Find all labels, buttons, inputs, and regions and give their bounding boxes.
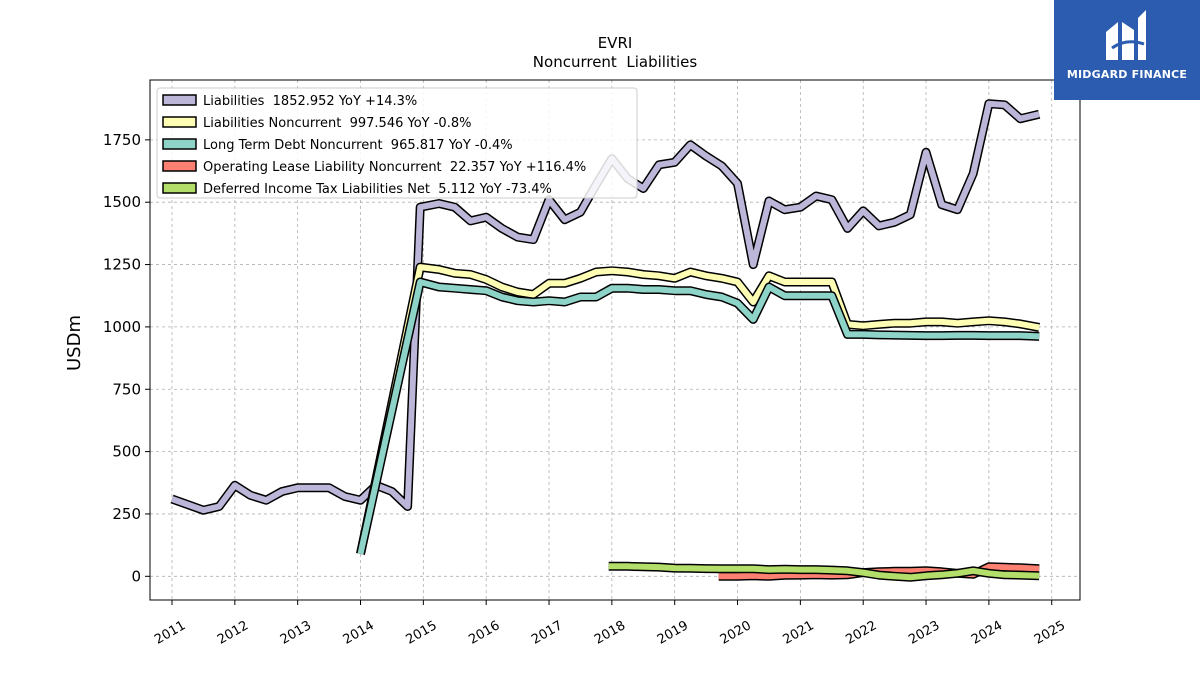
y-tick-label: 750 [112, 380, 141, 398]
y-tick-label: 1250 [103, 256, 141, 274]
legend-swatch [162, 116, 197, 128]
x-tick-label: 2022 [843, 618, 879, 648]
x-tick-label: 2012 [215, 618, 251, 648]
x-tick-label: 2011 [152, 618, 188, 648]
x-tick-label: 2016 [466, 618, 502, 648]
legend-swatch [162, 182, 197, 194]
series-stroke [608, 563, 1040, 581]
x-tick-label: 2013 [278, 618, 314, 648]
y-tick-label: 1000 [103, 318, 141, 336]
y-tick-label: 250 [112, 505, 141, 523]
x-tick-label: 2015 [404, 618, 440, 648]
series-line-4 [608, 561, 1040, 582]
brand-logo: MIDGARD FINANCE [1054, 0, 1200, 100]
y-tick-label: 1500 [103, 193, 141, 211]
y-tick-label: 500 [112, 443, 141, 461]
legend-label: Long Term Debt Noncurrent 965.817 YoY -0… [203, 138, 513, 153]
y-tick-label: 0 [131, 567, 141, 585]
plot-frame [149, 79, 1081, 601]
legend-label: Liabilities Noncurrent 997.546 YoY -0.8% [203, 116, 471, 131]
brand-name: MIDGARD FINANCE [1066, 68, 1188, 81]
x-tick-label: 2017 [529, 618, 565, 648]
chart-title: EVRI [598, 34, 633, 52]
legend-swatch [162, 138, 197, 150]
y-tick-label: 1750 [103, 131, 141, 149]
x-tick-label: 2020 [718, 618, 754, 648]
x-tick-label: 2021 [781, 618, 817, 648]
x-tick-label: 2023 [906, 618, 942, 648]
legend-label: Operating Lease Liability Noncurrent 22.… [203, 160, 586, 175]
legend-swatch [162, 94, 197, 106]
x-tick-label: 2025 [1032, 618, 1068, 648]
series-stroke [357, 279, 1040, 555]
x-tick-label: 2024 [969, 618, 1005, 648]
legend-label: Deferred Income Tax Liabilities Net 5.11… [203, 182, 552, 197]
series-line-2 [356, 277, 1040, 555]
x-tick-label: 2014 [341, 618, 377, 648]
series-stroke [357, 264, 1040, 555]
legend-swatch [162, 160, 197, 172]
chart-subtitle: Noncurrent Liabilities [533, 53, 698, 71]
legend: Liabilities 1852.952 YoY +14.3% Liabiliti… [156, 87, 638, 199]
y-axis-label: USDm [64, 315, 85, 371]
x-tick-label: 2018 [592, 618, 628, 648]
legend-label: Liabilities 1852.952 YoY +14.3% [203, 94, 417, 109]
x-tick-label: 2019 [655, 618, 691, 648]
series-line-1 [356, 262, 1041, 555]
series-outline [356, 262, 1041, 555]
legend-box [156, 87, 638, 199]
midgard-logo-icon [1106, 10, 1146, 60]
